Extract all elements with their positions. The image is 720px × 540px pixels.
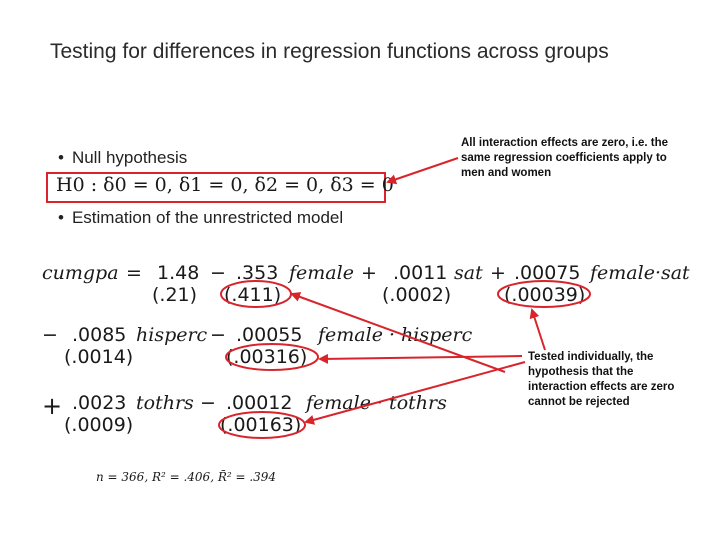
eq-var-hisperc: hisperc — [136, 324, 208, 346]
eq-coef-female-sat: .00075 — [514, 262, 581, 284]
eq-coef-female-tothrs: .00012 — [226, 392, 293, 414]
model-fit-stats: n = 366, R² = .406, R̄² = .394 — [96, 470, 277, 484]
bullet-dot: • — [58, 148, 64, 167]
eq-coef-sat: .0011 — [393, 262, 448, 284]
eq-op: − — [210, 324, 226, 346]
eq-op: − — [42, 324, 58, 346]
eq-op: + — [490, 262, 506, 284]
se-tothrs: (.0009) — [64, 414, 134, 436]
se-hisperc: (.0014) — [64, 346, 134, 368]
eq-coef-female-hisperc: .00055 — [236, 324, 303, 346]
eq-coef-hisperc: .0085 — [72, 324, 127, 346]
eq-op: + — [42, 392, 63, 420]
eq-coef-female: .353 — [236, 262, 279, 284]
eq-equals: = — [126, 262, 142, 284]
arrow-to-female-tothrs — [304, 361, 526, 425]
arrow-to-female-sat — [529, 308, 546, 351]
eq-var-female: female — [289, 262, 354, 284]
eq-var-female-sat: female·sat — [590, 262, 690, 284]
hypothesis-box — [46, 172, 386, 203]
se-female-tothrs: (.00163) — [220, 414, 302, 436]
bullet-dot: • — [58, 208, 64, 227]
eq-var-female-hisperc: female · hisperc — [318, 324, 473, 346]
eq-intercept: 1.48 — [157, 262, 200, 284]
null-hypothesis-formula: H0 : δ0 = 0, δ1 = 0, δ2 = 0, δ3 = 0 — [56, 174, 394, 196]
slide-title: Testing for differences in regression fu… — [50, 40, 609, 63]
eq-op: − — [210, 262, 226, 284]
eq-coef-tothrs: .0023 — [72, 392, 127, 414]
bullet-null-hypothesis: • Null hypothesis — [58, 148, 187, 168]
highlight-ellipse — [220, 280, 292, 308]
bullet-estimation-label: Estimation of the unrestricted model — [71, 208, 344, 227]
highlight-ellipse — [225, 343, 319, 371]
se-sat: (.0002) — [382, 284, 452, 306]
se-female: (.411) — [224, 284, 282, 306]
eq-var-sat: sat — [454, 262, 483, 284]
callout-interaction-zero: All interaction effects are zero, i.e. t… — [461, 137, 669, 179]
eq-dependent-var: cumgpa — [42, 262, 119, 284]
highlight-ellipse — [497, 280, 591, 308]
eq-op: + — [361, 262, 377, 284]
callout-tested-individually: Tested individually, the hypothesis that… — [528, 351, 675, 408]
highlight-ellipse — [218, 411, 306, 439]
arrow-to-female-hisperc — [318, 353, 523, 364]
se-female-sat: (.00039) — [504, 284, 586, 306]
se-intercept: (.21) — [152, 284, 198, 306]
arrow-to-hypothesis — [386, 157, 459, 185]
eq-var-tothrs: tothrs — [136, 392, 194, 414]
arrow-to-female — [290, 292, 506, 373]
eq-op: − — [200, 392, 216, 414]
bullet-null-label: Null hypothesis — [71, 148, 188, 167]
bullet-estimation: • Estimation of the unrestricted model — [58, 208, 343, 228]
se-female-hisperc: (.00316) — [226, 346, 308, 368]
